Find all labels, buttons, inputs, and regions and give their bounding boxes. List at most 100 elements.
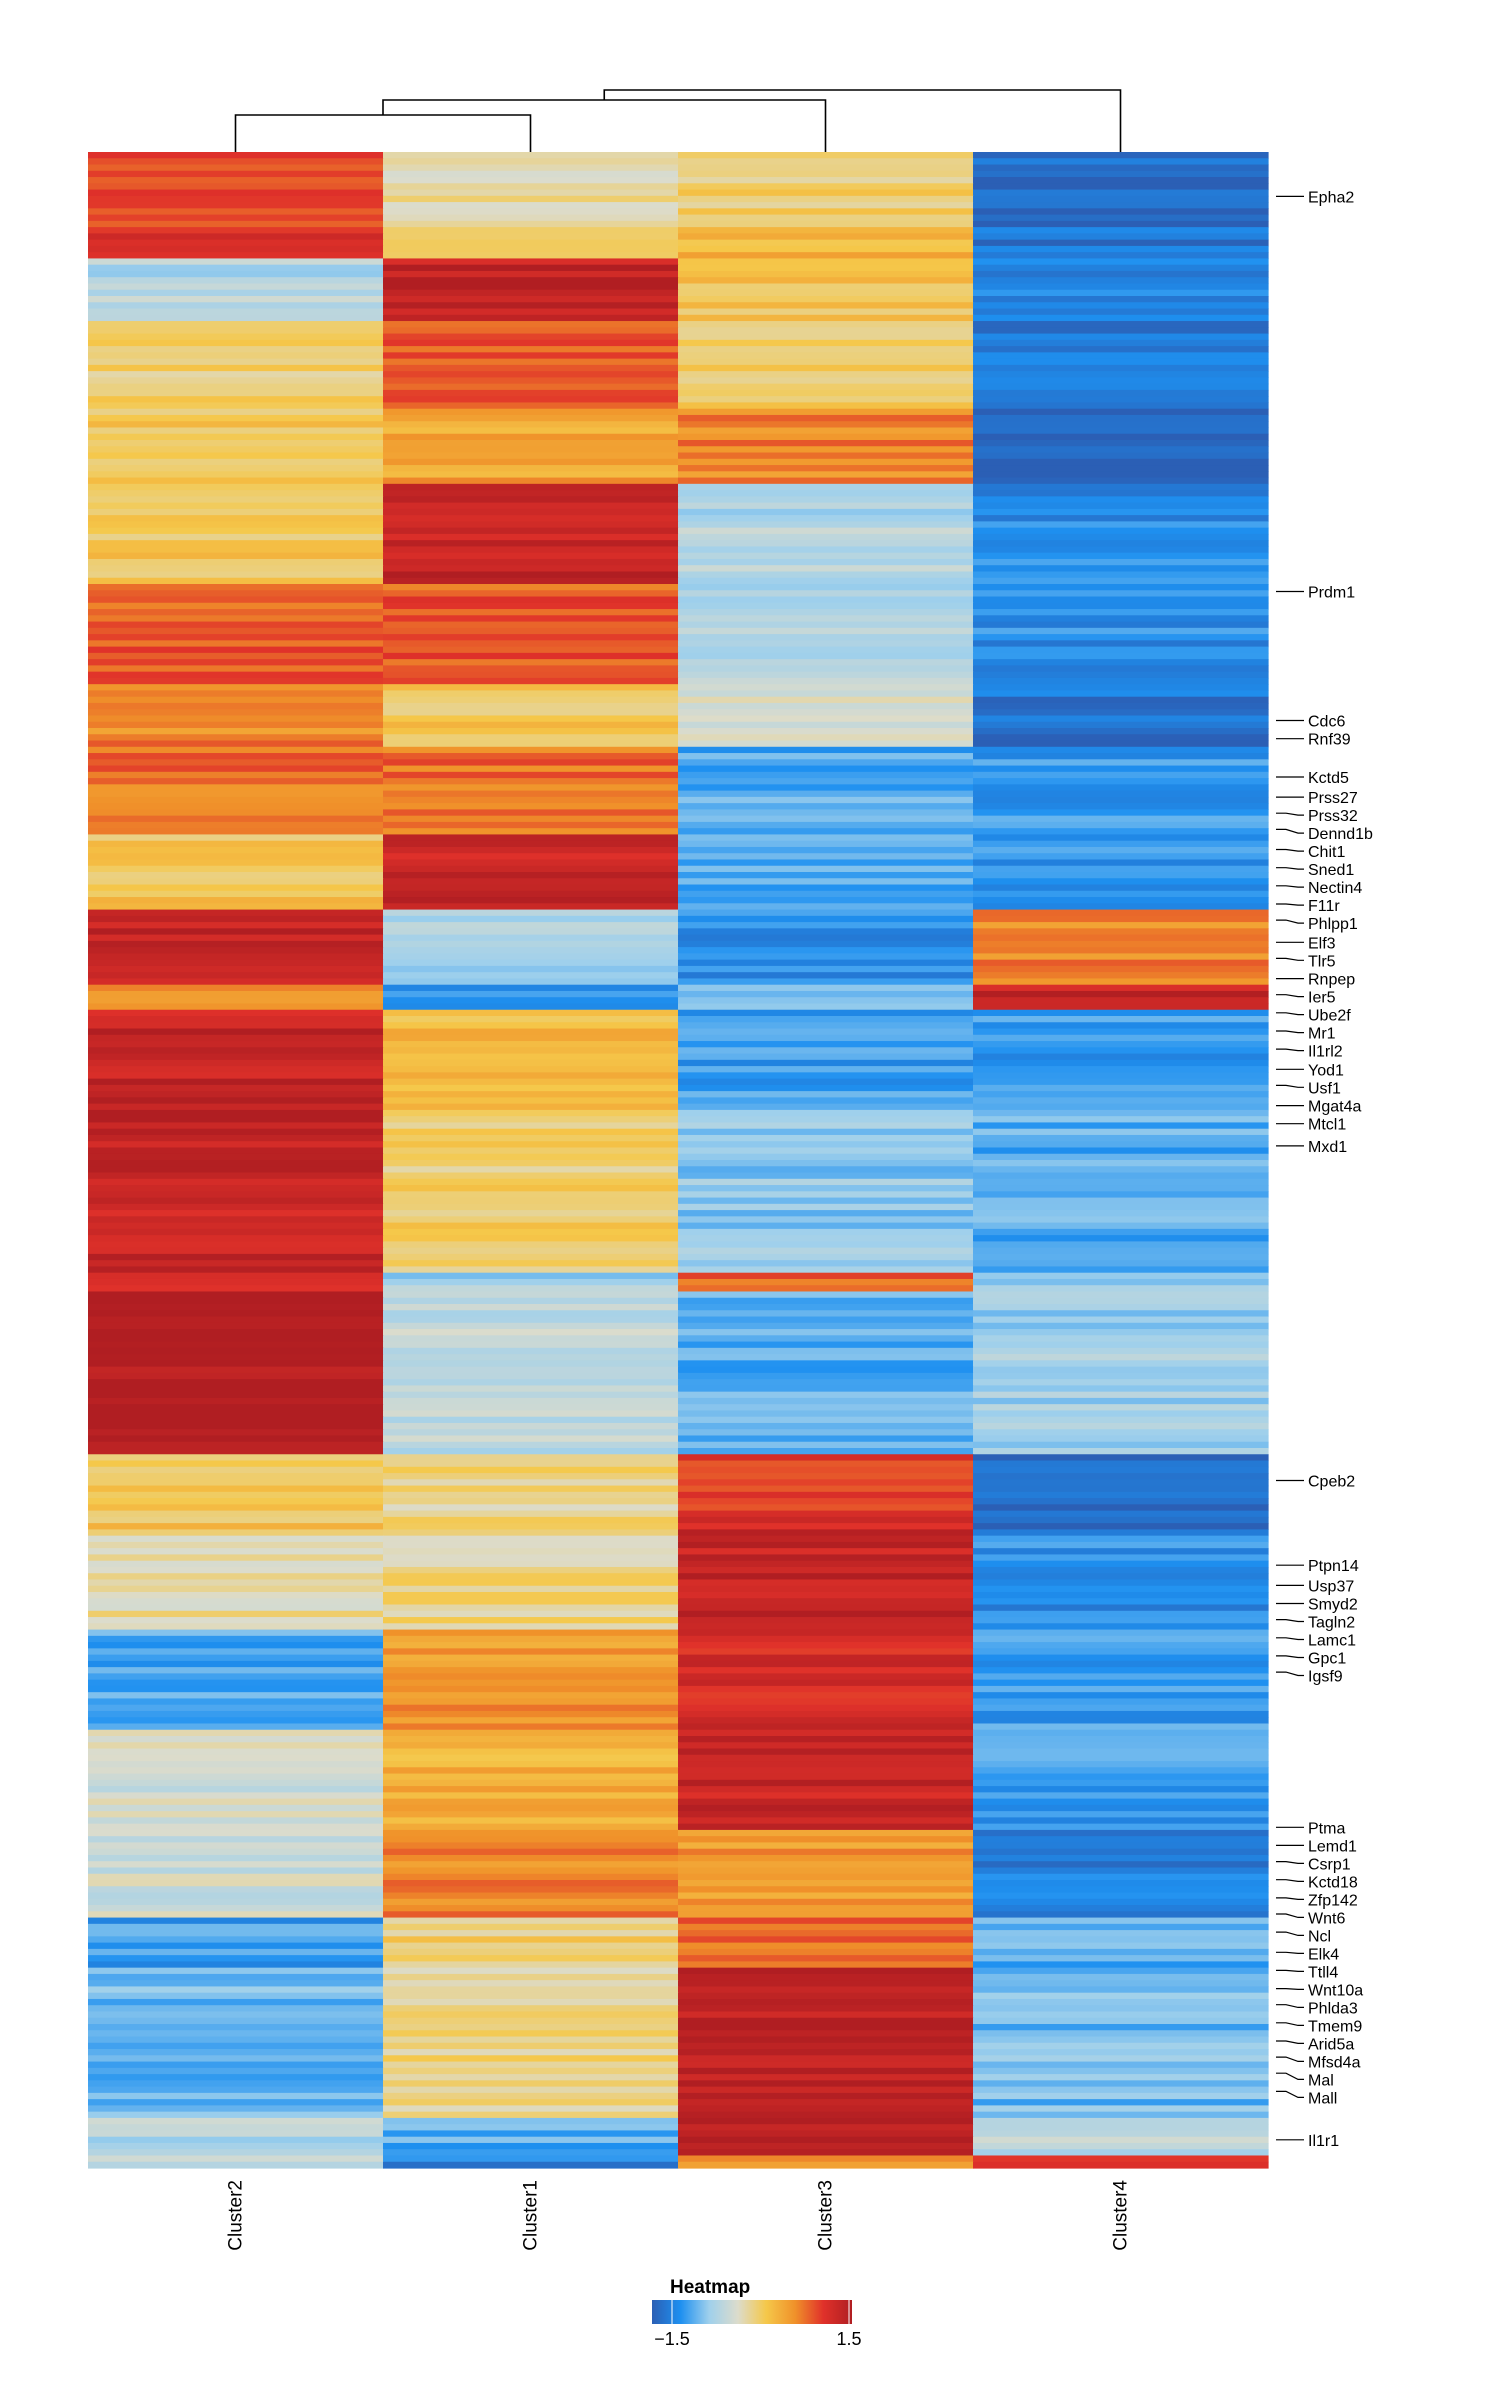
heatmap-cell	[88, 289, 384, 297]
heatmap-cell	[678, 327, 974, 335]
heatmap-cell	[88, 1034, 384, 1042]
heatmap-cell	[678, 1210, 974, 1217]
heatmap-cell	[678, 1304, 974, 1311]
heatmap-cell	[678, 2061, 974, 2069]
heatmap-cell	[88, 859, 384, 867]
heatmap-cell	[973, 1754, 1269, 1762]
heatmap-cell	[973, 2017, 1269, 2025]
heatmap-cell	[678, 527, 974, 535]
heatmap-cell	[383, 1610, 679, 1618]
column-labels: Cluster2 Cluster1 Cluster3 Cluster4	[226, 2180, 1132, 2251]
heatmap-cell	[678, 627, 974, 635]
heatmap-cell	[383, 696, 679, 704]
gene-connector-nectin4	[1276, 885, 1304, 888]
gene-label-kctd5: Kctd5	[1308, 770, 1349, 787]
heatmap-cell	[678, 1786, 974, 1793]
heatmap-cell	[678, 696, 974, 704]
heatmap-cell	[973, 865, 1269, 873]
heatmap-cell	[88, 1454, 384, 1462]
gene-label-csrp1: Csrp1	[1308, 1856, 1351, 1873]
heatmap-cell	[973, 903, 1269, 911]
heatmap-cell	[383, 1028, 679, 1036]
heatmap-cell	[88, 665, 384, 673]
heatmap-cell	[383, 1372, 679, 1380]
heatmap-cell	[678, 1322, 974, 1330]
heatmap-cell	[678, 1435, 974, 1443]
heatmap-cell	[383, 934, 679, 942]
heatmap-cell	[383, 208, 679, 216]
heatmap-cell	[88, 765, 384, 773]
heatmap-cell	[88, 1473, 384, 1480]
heatmap-cell	[973, 834, 1269, 842]
heatmap-cell	[678, 2055, 974, 2063]
heatmap-cell	[88, 164, 384, 172]
heatmap-cell	[678, 1905, 974, 1912]
heatmap-cell	[678, 1723, 974, 1731]
heatmap-cell	[88, 915, 384, 923]
heatmap-cell	[973, 496, 1269, 504]
heatmap-cell	[678, 333, 974, 341]
heatmap-cell	[383, 2111, 679, 2119]
heatmap-cell	[383, 815, 679, 823]
heatmap-cell	[973, 239, 1269, 247]
heatmap-cell	[383, 790, 679, 798]
heatmap-cell	[88, 1178, 384, 1186]
heatmap-cell	[678, 258, 974, 266]
gene-label-prss27: Prss27	[1308, 790, 1358, 807]
heatmap-cell	[88, 1310, 384, 1318]
heatmap-cell	[383, 227, 679, 234]
heatmap-cell	[678, 740, 974, 748]
gene-connector-tmem9	[1276, 2022, 1304, 2026]
heatmap-cell	[383, 1736, 679, 1743]
heatmap-cell	[678, 540, 974, 548]
heatmap-cell	[383, 627, 679, 635]
gene-label-usp37: Usp37	[1308, 1578, 1354, 1595]
heatmap-cell	[973, 1103, 1269, 1111]
heatmap-cell	[973, 1886, 1269, 1894]
heatmap-cell	[973, 465, 1269, 472]
heatmap-cell	[678, 890, 974, 898]
heatmap-cell	[678, 1892, 974, 1900]
heatmap-cell	[383, 471, 679, 479]
heatmap-cell	[88, 640, 384, 648]
heatmap-cell	[973, 828, 1269, 836]
heatmap-cell	[383, 965, 679, 973]
heatmap-cell	[88, 1041, 384, 1048]
heatmap-cell	[88, 2005, 384, 2013]
heatmap-cell	[678, 2049, 974, 2056]
heatmap-cell	[678, 652, 974, 660]
heatmap-cell	[383, 546, 679, 554]
heatmap-cell	[973, 1454, 1269, 1462]
heatmap-cell	[973, 1535, 1269, 1543]
heatmap-cell	[678, 1761, 974, 1768]
heatmap-cell	[383, 621, 679, 629]
heatmap-cell	[88, 1084, 384, 1092]
heatmap-cell	[678, 358, 974, 366]
heatmap-cell	[973, 1372, 1269, 1380]
heatmap-cell	[973, 1798, 1269, 1806]
heatmap-cell	[678, 446, 974, 454]
heatmap-cell	[88, 1867, 384, 1875]
heatmap-cell	[88, 1898, 384, 1906]
heatmap-cell	[678, 233, 974, 241]
heatmap-cell	[973, 1748, 1269, 1756]
heatmap-cell	[678, 352, 974, 360]
heatmap-cell	[973, 1322, 1269, 1330]
gene-connector-ube2f	[1276, 1012, 1304, 1016]
heatmap-cell	[88, 1247, 384, 1255]
heatmap-cell	[88, 746, 384, 754]
heatmap-cell	[973, 972, 1269, 980]
gene-label-elk4: Elk4	[1308, 1946, 1339, 1963]
heatmap-cell	[383, 784, 679, 792]
heatmap-cell	[383, 778, 679, 785]
heatmap-cell	[88, 1667, 384, 1674]
heatmap-cell	[383, 684, 679, 692]
heatmap-cell	[383, 596, 679, 604]
heatmap-cell	[88, 627, 384, 635]
heatmap-cell	[973, 621, 1269, 629]
heatmap-cell	[973, 427, 1269, 435]
gene-label-mr1: Mr1	[1308, 1026, 1336, 1043]
heatmap-cell	[383, 702, 679, 710]
heatmap-cell	[678, 1329, 974, 1336]
heatmap-cell	[678, 1792, 974, 1800]
